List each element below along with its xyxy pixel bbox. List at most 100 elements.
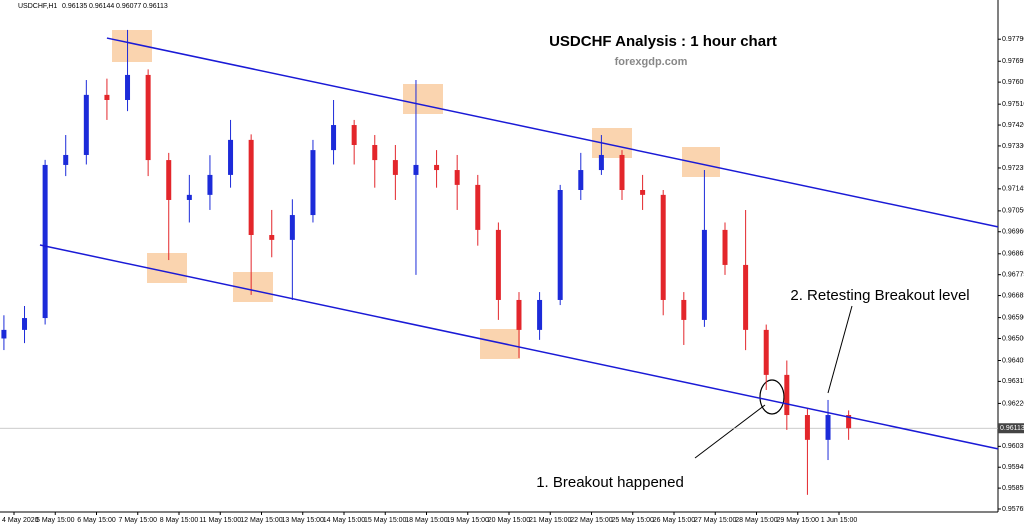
candle-body bbox=[1, 329, 7, 339]
candle-body bbox=[186, 194, 192, 200]
header-value: 0.96077 bbox=[116, 3, 141, 10]
highlight-boxes bbox=[112, 30, 720, 359]
x-tick-label: 6 May 15:00 bbox=[77, 517, 116, 524]
y-tick-label: 0.97695 bbox=[1002, 58, 1024, 65]
y-tick-label: 0.96865 bbox=[1002, 251, 1024, 258]
candle-body bbox=[516, 299, 522, 330]
candle-body bbox=[825, 415, 831, 440]
trendline bbox=[39, 244, 999, 450]
x-tick-label: 25 May 15:00 bbox=[612, 517, 655, 524]
x-tick-label: 7 May 15:00 bbox=[118, 517, 157, 524]
x-tick-label: 8 May 15:00 bbox=[160, 517, 199, 524]
candle-body bbox=[681, 299, 687, 320]
candle-body bbox=[331, 125, 337, 151]
candle-body bbox=[125, 74, 131, 100]
candle-body bbox=[557, 189, 563, 300]
candle-body bbox=[475, 184, 481, 230]
highlight-box bbox=[403, 84, 443, 114]
candle-body bbox=[207, 174, 213, 195]
candle-body bbox=[660, 194, 666, 300]
breakout-circle bbox=[759, 379, 785, 415]
chart-title: USDCHF Analysis : 1 hour chart bbox=[549, 33, 777, 50]
annotation-pointer bbox=[694, 404, 766, 459]
trendline bbox=[106, 37, 999, 228]
x-tick-label: 11 May 15:00 bbox=[199, 517, 241, 524]
x-tick-label: 14 May 15:00 bbox=[323, 517, 366, 524]
candle-body bbox=[804, 415, 810, 440]
header-value: 0.96135 bbox=[62, 3, 87, 10]
x-tick-label: 27 May 15:00 bbox=[694, 517, 737, 524]
candle-body bbox=[22, 318, 28, 330]
y-tick-label: 0.97605 bbox=[1002, 79, 1024, 86]
y-tick-label: 0.96405 bbox=[1002, 357, 1024, 364]
candle-body bbox=[701, 229, 707, 320]
y-tick-label: 0.97235 bbox=[1002, 165, 1024, 172]
candle-body bbox=[640, 189, 646, 195]
candle-body bbox=[145, 74, 151, 161]
y-tick-label: 0.95765 bbox=[1002, 506, 1024, 513]
candle-body bbox=[351, 125, 357, 145]
highlight-box bbox=[592, 128, 632, 158]
candle-body bbox=[619, 154, 625, 190]
current-price-box bbox=[998, 423, 1024, 434]
candle-body bbox=[310, 150, 316, 216]
symbol: USDCHF,H1 bbox=[18, 3, 57, 10]
candle-body bbox=[269, 235, 275, 240]
y-tick-label: 0.96035 bbox=[1002, 443, 1024, 450]
x-tick-label: 1 Jun 15:00 bbox=[821, 517, 858, 524]
x-tick-label: 20 May 15:00 bbox=[488, 517, 531, 524]
x-tick-label: 19 May 15:00 bbox=[447, 517, 490, 524]
candle-body bbox=[495, 229, 501, 300]
x-tick-label: 18 May 15:00 bbox=[405, 517, 448, 524]
y-tick-label: 0.95855 bbox=[1002, 485, 1024, 492]
highlight-box bbox=[147, 253, 187, 283]
x-tick-label: 12 May 15:00 bbox=[240, 517, 283, 524]
candle-body bbox=[42, 164, 48, 319]
x-tick-label: 13 May 15:00 bbox=[282, 517, 325, 524]
x-tick-label: 15 May 15:00 bbox=[364, 517, 407, 524]
header-value: 0.96144 bbox=[89, 3, 114, 10]
candle-body bbox=[598, 154, 604, 171]
candle-body bbox=[434, 164, 440, 171]
candle-body bbox=[578, 170, 584, 190]
candle-body bbox=[289, 215, 295, 240]
candle-body bbox=[763, 329, 769, 375]
y-tick-label: 0.96315 bbox=[1002, 378, 1024, 385]
highlight-box bbox=[682, 147, 720, 177]
candle-body bbox=[784, 374, 790, 416]
x-tick-label: 29 May 15:00 bbox=[777, 517, 820, 524]
x-tick-label: 5 May 15:00 bbox=[36, 517, 75, 524]
x-tick-label: 22 May 15:00 bbox=[570, 517, 613, 524]
header-value: 0.96113 bbox=[143, 3, 168, 10]
candle-body bbox=[372, 144, 378, 161]
x-tick-label: 28 May 15:00 bbox=[735, 517, 778, 524]
annotation-pointer bbox=[827, 305, 853, 394]
subtitle: forexgdp.com bbox=[615, 56, 688, 68]
candle-body bbox=[454, 170, 460, 185]
candle-body bbox=[63, 154, 69, 165]
header-ohlc: 0.96135 0.96144 0.96077 0.96113 bbox=[62, 3, 168, 10]
y-tick-label: 0.95945 bbox=[1002, 464, 1024, 471]
candle-body bbox=[104, 94, 110, 100]
candle-body bbox=[228, 139, 234, 175]
x-tick-label: 26 May 15:00 bbox=[653, 517, 696, 524]
x-tick-label: 4 May 2020 bbox=[2, 517, 39, 524]
annotation: 2. Retesting Breakout level bbox=[790, 287, 969, 304]
candle-body bbox=[166, 160, 172, 200]
current-price-label: 0.96113 bbox=[1000, 425, 1024, 432]
candle-body bbox=[392, 160, 398, 175]
x-tick-label: 21 May 15:00 bbox=[529, 517, 572, 524]
y-tick-label: 0.97145 bbox=[1002, 186, 1024, 193]
candle-body bbox=[83, 94, 89, 155]
y-tick-label: 0.96775 bbox=[1002, 272, 1024, 279]
candle-body bbox=[743, 264, 749, 330]
